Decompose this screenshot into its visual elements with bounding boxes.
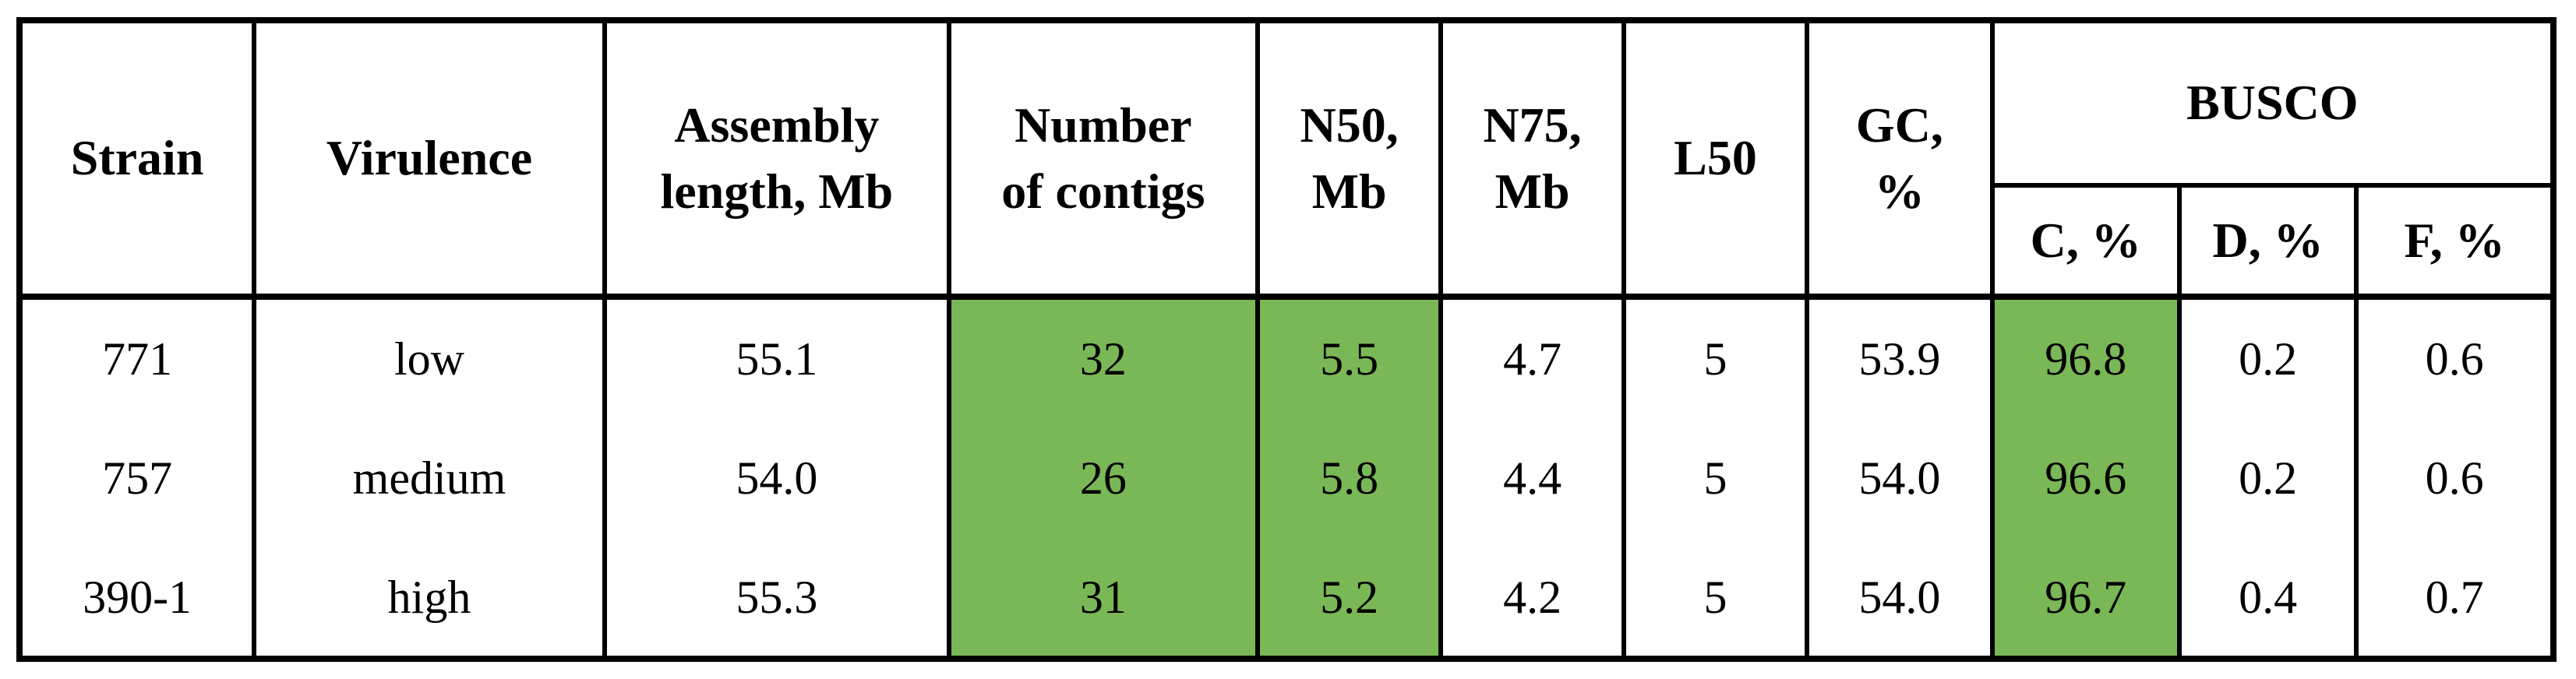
cell-busco-c-highlighted: 96.7 xyxy=(1989,538,2182,659)
cell-n75: 4.2 xyxy=(1438,538,1626,659)
header-l50: L50 xyxy=(1621,18,1810,300)
cell-l50: 5 xyxy=(1621,538,1810,659)
cell-virulence: medium xyxy=(252,417,607,538)
header-busco-c: C, % xyxy=(1989,183,2182,300)
cell-virulence: high xyxy=(252,538,607,659)
header-row-top: Strain Virulence Assembly length, Mb Num… xyxy=(16,18,2557,300)
cell-n50-highlighted: 5.8 xyxy=(1254,417,1444,538)
cell-n75: 4.4 xyxy=(1438,417,1626,538)
cell-busco-d: 0.2 xyxy=(2176,417,2359,538)
cell-virulence: low xyxy=(252,297,607,417)
header-gc: GC, % xyxy=(1805,18,1995,300)
cell-strain: 771 xyxy=(16,297,257,417)
cell-l50: 5 xyxy=(1621,297,1810,417)
cell-gc: 54.0 xyxy=(1805,417,1995,538)
header-n50: N50, Mb xyxy=(1254,18,1444,300)
cell-gc: 53.9 xyxy=(1805,297,1995,417)
cell-strain: 757 xyxy=(16,417,257,538)
table-row-strain-390-1: 390-1 high 55.3 31 5.2 4.2 5 54.0 96.7 0… xyxy=(16,538,2556,659)
cell-busco-f: 0.7 xyxy=(2354,538,2556,659)
cell-n50-highlighted: 5.2 xyxy=(1254,538,1444,659)
header-row-busco-sub: C, % D, % F, % xyxy=(19,183,2556,300)
cell-busco-c-highlighted: 96.6 xyxy=(1989,417,2182,538)
cell-number-of-contigs-highlighted: 32 xyxy=(946,297,1260,417)
header-busco-group: BUSCO xyxy=(1989,18,2557,188)
table-row-strain-771: 771 low 55.1 32 5.5 4.7 5 53.9 96.8 0.2 … xyxy=(16,297,2556,417)
header-busco-d: D, % xyxy=(2176,183,2359,300)
header-number-of-contigs: Number of contigs xyxy=(946,18,1260,300)
cell-assembly-length: 54.0 xyxy=(602,417,951,538)
table-row-strain-757: 757 medium 54.0 26 5.8 4.4 5 54.0 96.6 0… xyxy=(16,417,2556,538)
header-virulence: Virulence xyxy=(252,18,607,300)
cell-busco-f: 0.6 xyxy=(2354,297,2556,417)
cell-busco-d: 0.4 xyxy=(2176,538,2359,659)
header-n75: N75, Mb xyxy=(1438,18,1626,300)
header-busco-f: F, % xyxy=(2354,183,2556,300)
cell-busco-f: 0.6 xyxy=(2354,417,2556,538)
cell-l50: 5 xyxy=(1621,417,1810,538)
cell-busco-d: 0.2 xyxy=(2176,297,2359,417)
cell-assembly-length: 55.1 xyxy=(602,297,951,417)
cell-number-of-contigs-highlighted: 31 xyxy=(946,538,1260,659)
cell-n75: 4.7 xyxy=(1438,297,1626,417)
header-strain: Strain xyxy=(16,18,257,300)
cell-n50-highlighted: 5.5 xyxy=(1254,297,1444,417)
header-assembly-length: Assembly length, Mb xyxy=(602,18,951,300)
cell-number-of-contigs-highlighted: 26 xyxy=(946,417,1260,538)
cell-assembly-length: 55.3 xyxy=(602,538,951,659)
cell-busco-c-highlighted: 96.8 xyxy=(1989,297,2182,417)
genome-assembly-stats-table: Strain Virulence Assembly length, Mb Num… xyxy=(16,17,2557,662)
cell-strain: 390-1 xyxy=(16,538,257,659)
cell-gc: 54.0 xyxy=(1805,538,1995,659)
